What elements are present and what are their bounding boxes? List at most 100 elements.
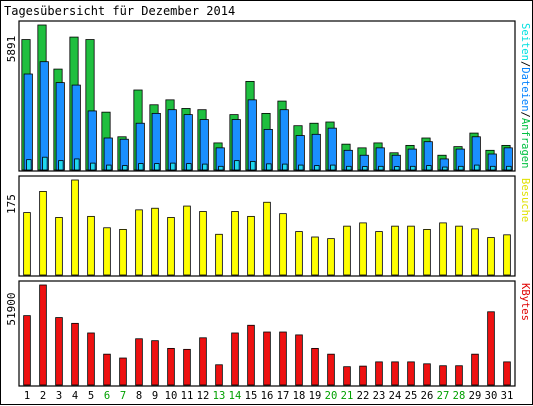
x-tick-label-day-14: 14 (229, 390, 242, 402)
x-tick-label-day-21: 21 (341, 390, 354, 402)
bar-seiten-day-30 (490, 165, 496, 171)
legend-item-dateien: Dateien (519, 67, 531, 111)
bar-dateien-day-9 (151, 112, 161, 171)
bar-besuche-day-29 (471, 228, 479, 276)
x-tick-label-day-15: 15 (245, 390, 258, 402)
bar-dateien-day-8 (135, 122, 145, 171)
bar-kbytes-day-24 (391, 361, 399, 386)
x-tick-label-day-5: 5 (88, 390, 94, 402)
bar-seiten-day-15 (250, 160, 256, 171)
legend: KBytes (519, 283, 531, 321)
x-axis-labels: 1 2 3 4 5 6 7 8 9 10 11 12 13 14 15 16 17 18 19 20 21 22 23 24 2… (24, 390, 513, 402)
panel-traffic: 5891 Seiten/Dateien/Anfragen (5, 20, 531, 172)
bar-besuche-day-22 (359, 222, 367, 276)
bar-besuche-day-18 (295, 231, 303, 276)
x-tick-label-day-16: 16 (261, 390, 274, 402)
bar-kbytes-day-8 (135, 338, 143, 386)
x-tick-label-day-25: 25 (405, 390, 418, 402)
bar-kbytes-day-5 (87, 332, 95, 386)
bar-seiten-day-27 (442, 166, 448, 171)
x-tick-label-day-22: 22 (357, 390, 370, 402)
bar-kbytes-day-6 (103, 353, 111, 386)
bar-seiten-day-31 (506, 165, 512, 171)
bar-seiten-day-3 (58, 160, 64, 171)
bar-dateien-day-15 (247, 99, 257, 171)
bar-kbytes-day-13 (215, 364, 223, 386)
bar-kbytes-day-1 (23, 315, 31, 386)
legend-item-besuche: Besuche (519, 178, 531, 222)
bar-besuche-day-28 (455, 225, 463, 276)
bar-besuche-day-9 (151, 207, 159, 276)
bar-besuche-day-8 (135, 209, 143, 276)
bar-besuche-day-5 (87, 215, 95, 276)
bar-seiten-day-19 (314, 165, 320, 171)
bar-besuche-day-17 (279, 213, 287, 276)
bar-dateien-day-2 (39, 61, 49, 171)
x-tick-label-day-29: 29 (469, 390, 482, 402)
bar-seiten-day-6 (106, 164, 112, 171)
bar-kbytes-day-30 (487, 311, 495, 386)
x-tick-label-day-28: 28 (453, 390, 466, 402)
y-axis-max-label: 175 (5, 194, 18, 214)
bar-dateien-day-11 (183, 114, 193, 171)
bar-dateien-day-19 (311, 133, 321, 171)
bar-kbytes-day-2 (39, 284, 47, 386)
bar-seiten-day-22 (362, 166, 368, 171)
x-tick-label-day-6: 6 (104, 390, 110, 402)
bar-besuche-day-6 (103, 227, 111, 276)
bar-besuche-day-2 (39, 190, 47, 276)
x-tick-label-day-24: 24 (389, 390, 402, 402)
bar-kbytes-day-11 (183, 348, 191, 386)
bar-dateien-day-17 (279, 109, 289, 171)
bar-besuche-day-4 (71, 179, 79, 276)
legend: Seiten/Dateien/Anfragen (519, 23, 531, 168)
bar-seiten-day-9 (154, 163, 160, 171)
bar-seiten-day-25 (410, 165, 416, 171)
bar-seiten-day-16 (266, 163, 272, 171)
bar-besuche-day-19 (311, 236, 319, 276)
bar-besuche-day-16 (263, 201, 271, 276)
bar-besuche-day-25 (407, 225, 415, 276)
bar-besuche-day-21 (343, 225, 351, 276)
bar-besuche-day-3 (55, 217, 63, 276)
bar-besuche-day-12 (199, 211, 207, 276)
bar-besuche-day-23 (375, 231, 383, 276)
x-tick-label-day-20: 20 (325, 390, 338, 402)
x-tick-label-day-30: 30 (485, 390, 498, 402)
bar-seiten-day-13 (218, 165, 224, 171)
bar-besuche-day-26 (423, 228, 431, 276)
bar-besuche-day-13 (215, 233, 223, 276)
bar-kbytes-day-23 (375, 361, 383, 386)
legend-item-kbytes: KBytes (519, 283, 531, 321)
chart-title: Tagesübersicht für Dezember 2014 (4, 4, 235, 18)
bar-kbytes-day-31 (503, 361, 511, 386)
bar-seiten-day-5 (90, 162, 96, 171)
bar-kbytes-day-17 (279, 331, 287, 386)
bar-kbytes-day-19 (311, 347, 319, 386)
bar-seiten-day-4 (74, 158, 80, 171)
bar-kbytes-day-27 (439, 365, 447, 386)
x-tick-label-day-11: 11 (181, 390, 194, 402)
x-tick-label-day-18: 18 (293, 390, 306, 402)
x-tick-label-day-27: 27 (437, 390, 450, 402)
legend: Besuche (519, 178, 531, 222)
bar-dateien-day-1 (23, 73, 33, 171)
bar-seiten-day-2 (42, 156, 48, 171)
x-tick-label-day-13: 13 (213, 390, 226, 402)
x-tick-label-day-4: 4 (72, 390, 78, 402)
bar-seiten-day-1 (26, 159, 32, 171)
bar-kbytes-day-7 (119, 357, 127, 386)
bar-kbytes-day-26 (423, 363, 431, 386)
bar-seiten-day-29 (474, 164, 480, 171)
legend-separator: / (519, 112, 531, 118)
bar-kbytes-day-10 (167, 347, 175, 386)
bar-kbytes-day-14 (231, 332, 239, 386)
bar-dateien-day-3 (55, 82, 65, 171)
x-tick-label-day-17: 17 (277, 390, 290, 402)
x-tick-label-day-23: 23 (373, 390, 386, 402)
bar-seiten-day-14 (234, 160, 240, 171)
bar-besuche-day-10 (167, 217, 175, 276)
